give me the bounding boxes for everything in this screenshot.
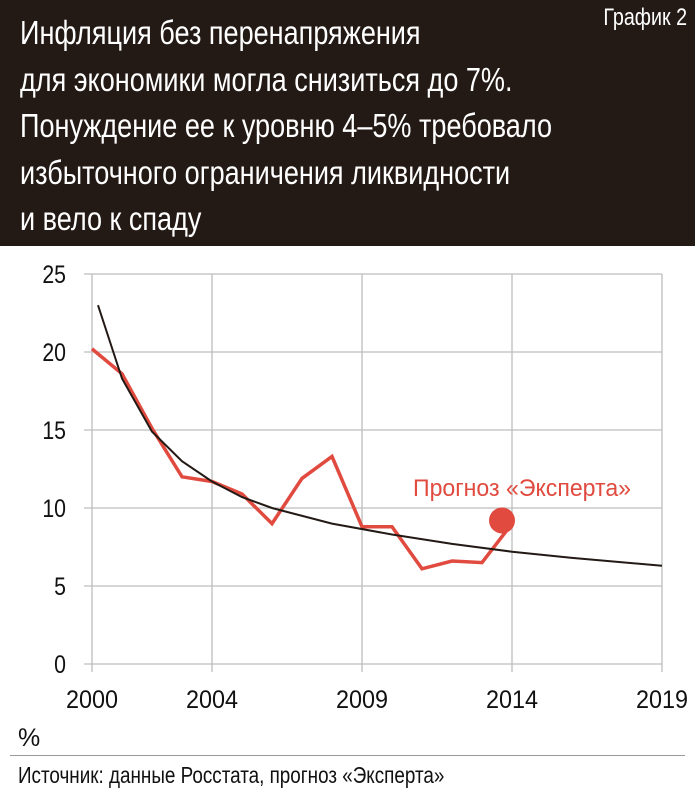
unit-label: % [18,724,40,752]
chart-number-tag: График 2 [603,4,687,31]
x-tick-label: 2004 [186,686,238,714]
inflation-series-line [90,347,514,571]
forecast-marker [489,507,515,534]
title-line-3: Понуждение ее к уровню 4–5% требовало [20,107,553,144]
chart-header: Инфляция без перенапряжения для экономик… [0,0,695,246]
chart-title: Инфляция без перенапряжения для экономик… [20,10,553,243]
y-tick-label: 20 [42,338,66,366]
y-tick-label: 25 [42,260,66,288]
y-tick-label: 10 [42,494,66,522]
x-tick-label: 2000 [66,686,118,714]
title-line-1: Инфляция без перенапряжения [20,14,421,51]
x-tick-label: 2014 [486,686,538,714]
y-tick-label: 15 [42,416,66,444]
trend-series-line [97,304,663,567]
y-tick-label: 5 [54,572,66,600]
x-tick-label: 2009 [336,686,388,714]
x-tick-label: 2019 [636,686,688,714]
y-tick-label: 0 [54,650,66,678]
inflation-chart: 0 5 10 15 20 25 2000 2004 2009 2014 2019% Прогноз «… [18,260,688,752]
footer-divider [10,755,685,756]
source-note: Источник: данные Росстата, прогноз «Эксп… [18,762,445,788]
title-line-2: для экономики могла снизиться до 7%. [20,60,513,98]
title-line-5: и вело к спаду [20,200,202,237]
forecast-label: Прогноз «Эксперта» [413,475,631,502]
title-line-4: избыточного ограничения ликвидности [20,153,511,191]
